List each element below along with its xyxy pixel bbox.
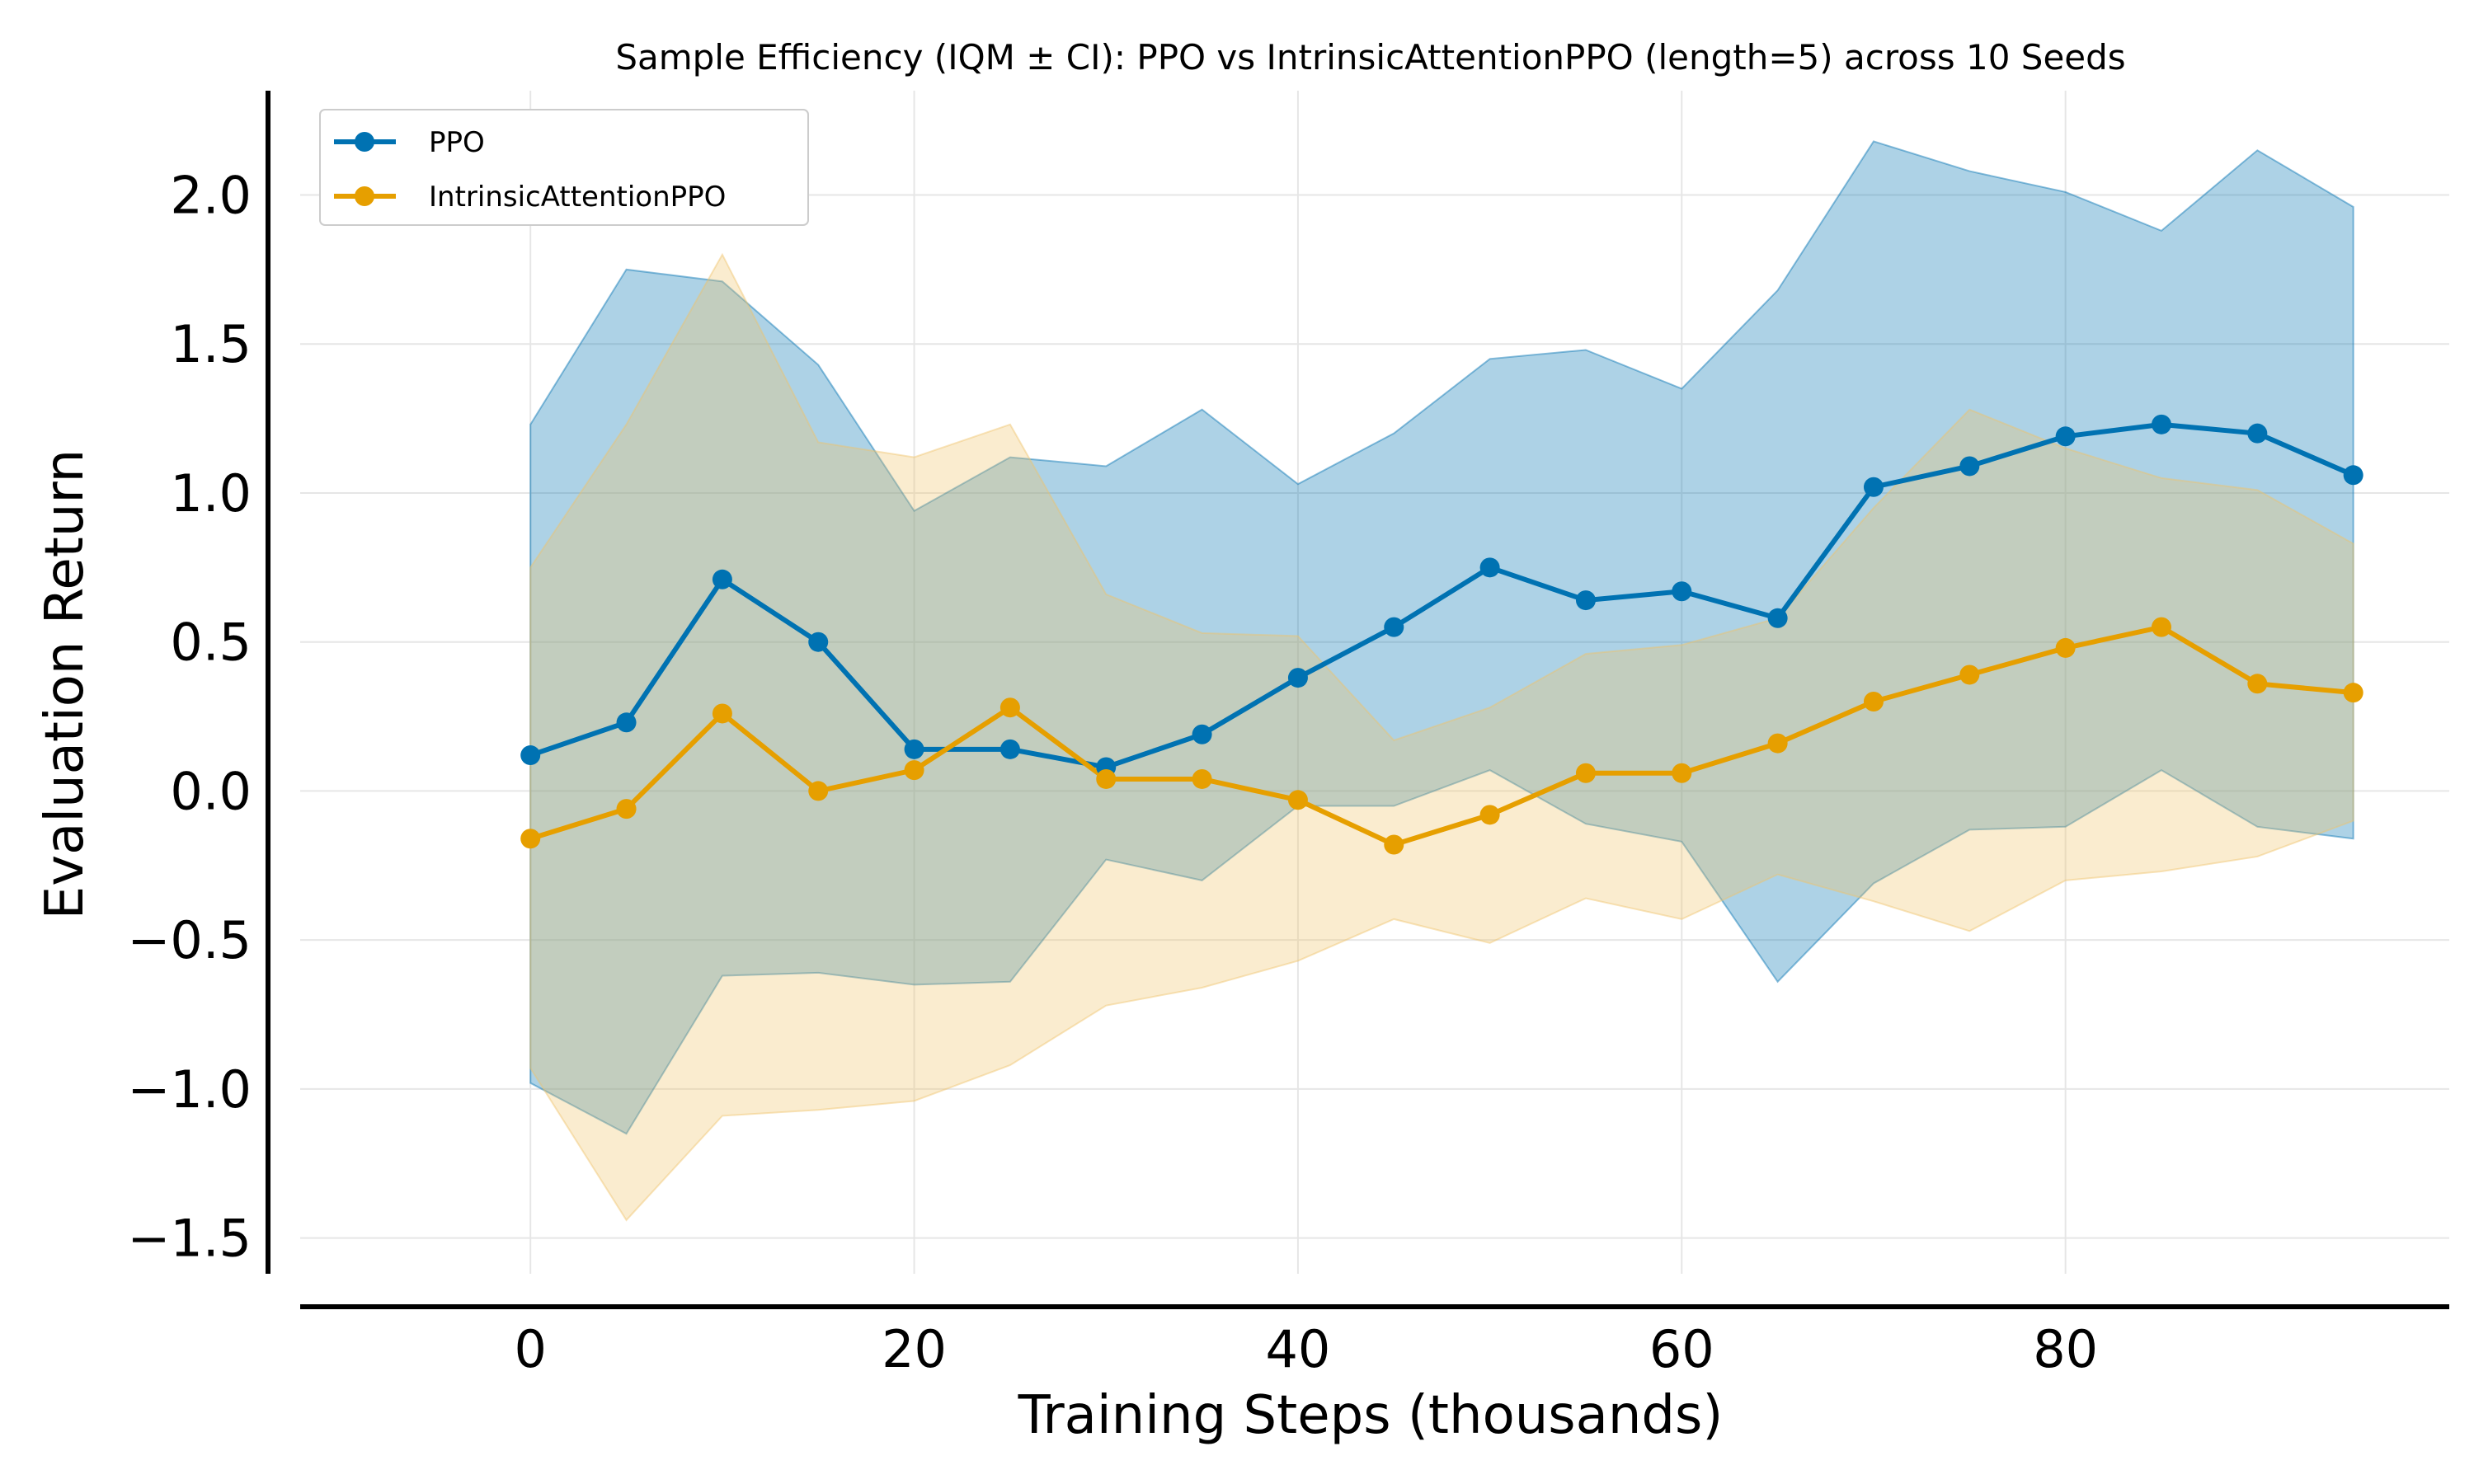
ppo-line	[529, 421, 2354, 770]
x-tick-label: 80	[2033, 1319, 2098, 1379]
ppo-point	[2151, 414, 2171, 434]
ppo-point	[808, 632, 829, 652]
intrinsicattentionppo-point	[1575, 763, 1596, 783]
y-tick-label: −1.0	[127, 1059, 252, 1120]
y-tick-label: 1.5	[170, 314, 252, 374]
x-axis-label: Training Steps (thousands)	[1018, 1385, 1724, 1446]
ppo-point	[1672, 581, 1692, 602]
x-tick-label: 40	[1265, 1319, 1330, 1379]
legend-marker-ppo	[355, 132, 374, 152]
ppo-point	[2055, 426, 2076, 447]
intrinsicattentionppo-point	[904, 760, 924, 781]
y-axis-label: Evaluation Return	[35, 449, 96, 919]
y-tick-label: 2.0	[170, 166, 252, 226]
intrinsicattentionppo-line	[529, 624, 2354, 848]
y-tick-label: 0.5	[170, 613, 252, 673]
intrinsicattentionppo-point	[1096, 768, 1117, 789]
confidence-bands	[529, 140, 2354, 1222]
ppo-point	[1959, 456, 1980, 477]
ppo-point	[904, 739, 924, 759]
x-tick-label: 20	[882, 1319, 947, 1379]
ppo-point	[616, 712, 637, 733]
intrinsicattentionppo-point	[2151, 617, 2171, 637]
intrinsicattentionppo-point	[2343, 683, 2363, 703]
ppo-point	[2343, 465, 2363, 486]
legend: PPO IntrinsicAttentionPPO	[319, 109, 809, 226]
legend-label-ppo: PPO	[429, 126, 485, 159]
ppo-point	[1287, 668, 1308, 688]
intrinsicattentionppo-point	[2247, 674, 2268, 694]
ppo-point	[999, 739, 1020, 759]
ppo-point	[1575, 590, 1596, 611]
intrinsicattentionppo-point	[1192, 768, 1212, 789]
intrinsicattentionppo-point	[1767, 733, 1788, 754]
y-tick-label: −0.5	[127, 910, 252, 970]
legend-marker-intrinsicattentionppo	[355, 186, 374, 206]
series-lines	[529, 421, 2354, 848]
intrinsicattentionppo-point	[1959, 665, 1980, 685]
intrinsicattentionppo-point	[1672, 763, 1692, 783]
ppo-point	[1479, 557, 1500, 578]
intrinsicattentionppo-point	[808, 781, 829, 801]
ppo-point	[1767, 608, 1788, 628]
intrinsicattentionppo-point	[1384, 834, 1404, 855]
legend-label-intrinsicattentionppo: IntrinsicAttentionPPO	[429, 181, 726, 214]
intrinsicattentionppo-point	[616, 799, 637, 819]
x-tick-labels: 0 20 40 60 80	[514, 1319, 2098, 1379]
ppo-ci-band	[529, 140, 2354, 1135]
series-points	[520, 414, 2363, 855]
x-tick-label: 0	[514, 1319, 546, 1379]
y-tick-label: 0.0	[170, 761, 252, 821]
ppo-point	[1192, 724, 1212, 744]
chart-title: Sample Efficiency (IQM ± CI): PPO vs Int…	[615, 37, 2125, 77]
ppo-point	[712, 569, 732, 589]
intrinsicattentionppo-point	[1479, 805, 1500, 825]
ppo-point	[1863, 477, 1884, 497]
intrinsicattentionppo-point	[1863, 691, 1884, 711]
ppo-point	[520, 745, 541, 766]
y-tick-label: 1.0	[170, 463, 252, 524]
intrinsicattentionppo-ci-band	[529, 252, 2354, 1222]
ppo-point	[2247, 423, 2268, 444]
intrinsicattentionppo-point	[999, 697, 1020, 718]
ppo-point	[1384, 617, 1404, 637]
intrinsicattentionppo-point	[520, 829, 541, 849]
intrinsicattentionppo-point	[2055, 637, 2076, 658]
y-tick-labels: −1.5 −1.0 −0.5 0.0 0.5 1.0 1.5 2.0	[127, 166, 252, 1269]
legend-box	[319, 109, 809, 226]
x-tick-label: 60	[1649, 1319, 1714, 1379]
intrinsicattentionppo-point	[712, 703, 732, 724]
y-tick-label: −1.5	[127, 1209, 252, 1269]
intrinsicattentionppo-point	[1287, 790, 1308, 810]
